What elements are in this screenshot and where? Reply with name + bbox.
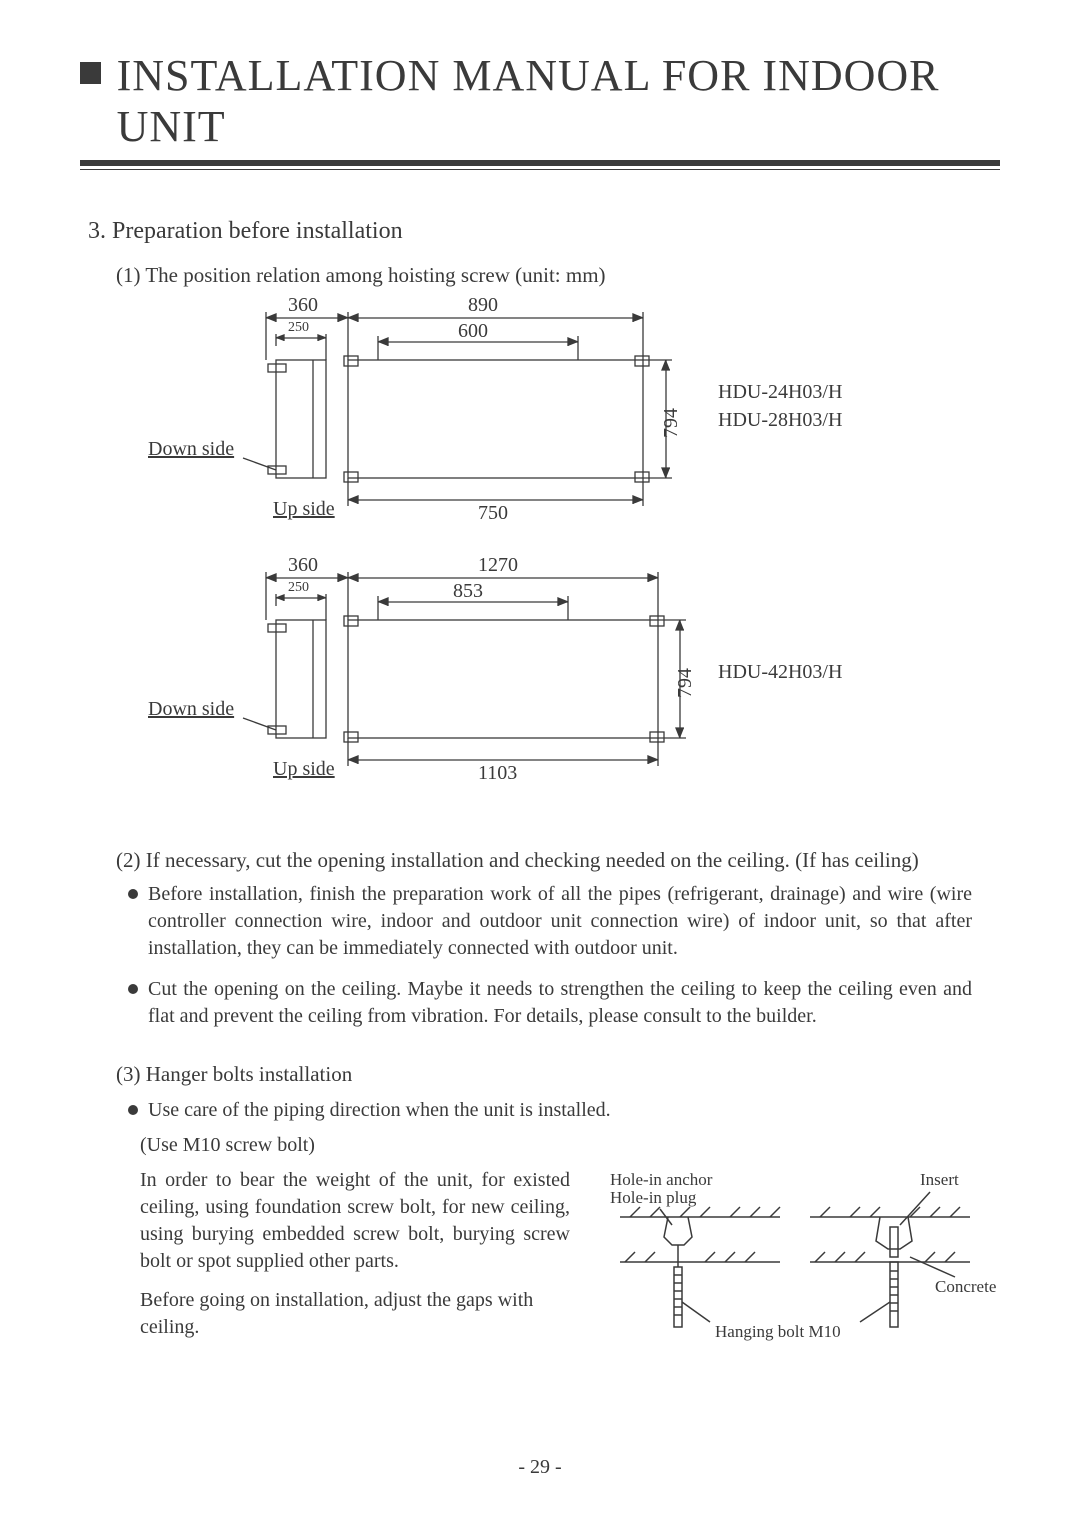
bolt-label: Hanging bolt M10 (715, 1322, 841, 1341)
diagram-2-svg (148, 558, 708, 788)
sub-3: (3) Hanger bolts installation Use care o… (88, 1062, 1000, 1357)
concrete-label: Concrete (935, 1277, 996, 1296)
bullet-2: Cut the opening on the ceiling. Maybe it… (128, 976, 972, 1030)
dim-794: 794 (660, 408, 683, 438)
sub3-p3: Before going on installation, adjust the… (140, 1287, 570, 1341)
diagram-1-svg (148, 298, 708, 528)
title-square-icon (80, 62, 101, 84)
sub3-bullet: Use care of the piping direction when th… (128, 1097, 972, 1124)
sub-2-heading: (2) If necessary, cut the opening instal… (116, 848, 1000, 873)
down-side-label-b: Down side (148, 698, 234, 721)
sub3-left-col: In order to bear the weight of the unit,… (140, 1167, 570, 1341)
hanger-diagram: Hole-in anchor Hole-in plug Insert Concr… (600, 1167, 1000, 1357)
page-number: - 29 - (0, 1456, 1080, 1479)
sub3-columns: In order to bear the weight of the unit,… (140, 1167, 1000, 1357)
model-label-2: HDU-42H03/H (718, 658, 842, 686)
bullet-dot-icon (128, 889, 138, 899)
title-row: INSTALLATION MANUAL FOR INDOOR UNIT (80, 50, 1000, 152)
bullet-1-text: Before installation, finish the preparat… (148, 881, 972, 962)
sub3-bullet-text: Use care of the piping direction when th… (148, 1097, 611, 1124)
model-label-1: HDU-24H03/H HDU-28H03/H (718, 378, 842, 434)
insert-label: Insert (920, 1170, 959, 1189)
dim-250-b: 250 (288, 580, 309, 596)
dim-250: 250 (288, 320, 309, 336)
title-rule-thin (80, 169, 1000, 170)
dim-750: 750 (478, 502, 508, 525)
sub3-p1: (Use M10 screw bolt) (140, 1134, 1000, 1157)
bullet-2-text: Cut the opening on the ceiling. Maybe it… (148, 976, 972, 1030)
plug-label: Hole-in plug (610, 1188, 697, 1207)
section-heading: 3. Preparation before installation (88, 218, 1000, 245)
section-3: 3. Preparation before installation (1) T… (80, 218, 1000, 1357)
title-rule-thick (80, 160, 1000, 166)
page-number-value: 29 (530, 1456, 550, 1478)
dim-360: 360 (288, 294, 318, 317)
dim-890: 890 (468, 294, 498, 317)
sub3-p2: In order to bear the weight of the unit,… (140, 1167, 570, 1275)
dim-1103: 1103 (478, 762, 517, 785)
dim-853: 853 (453, 580, 483, 603)
up-side-label-b: Up side (273, 758, 335, 781)
dim-794-b: 794 (674, 668, 697, 698)
sub-1-heading: (1) The position relation among hoisting… (116, 263, 1000, 288)
dim-600: 600 (458, 320, 488, 343)
bullet-1: Before installation, finish the preparat… (128, 881, 972, 962)
diagram-1: 360 250 890 600 750 794 Down side Up sid… (148, 298, 1008, 528)
up-side-label: Up side (273, 498, 335, 521)
down-side-label: Down side (148, 438, 234, 461)
sub-3-heading: (3) Hanger bolts installation (116, 1062, 1000, 1087)
bullet-dot-icon (128, 1105, 138, 1115)
diagram-2: 360 250 1270 853 1103 794 Down side Up s… (148, 558, 1008, 788)
dim-360-b: 360 (288, 554, 318, 577)
page-title: INSTALLATION MANUAL FOR INDOOR UNIT (117, 50, 1000, 152)
bullet-dot-icon (128, 984, 138, 994)
anchor-label: Hole-in anchor (610, 1170, 713, 1189)
dim-1270: 1270 (478, 554, 518, 577)
